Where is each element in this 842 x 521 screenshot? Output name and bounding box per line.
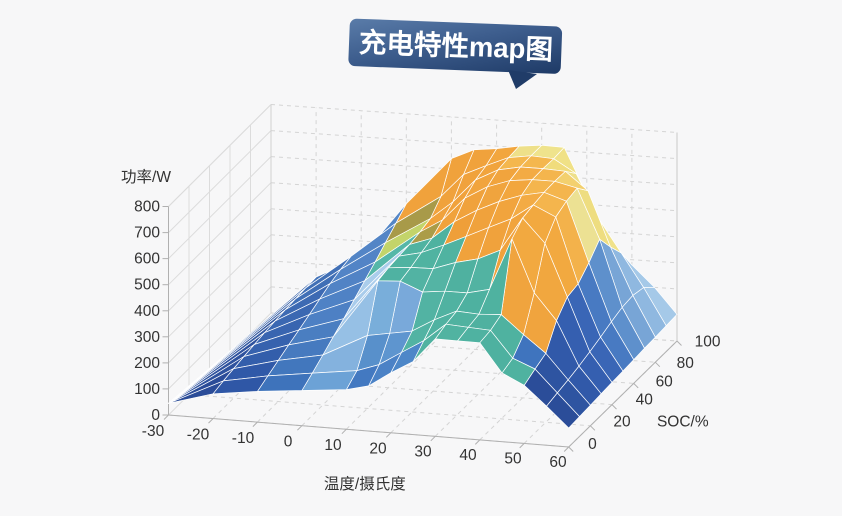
svg-text:80: 80 [677, 355, 695, 372]
svg-text:60: 60 [549, 454, 567, 471]
svg-text:20: 20 [369, 440, 387, 457]
svg-text:40: 40 [636, 392, 654, 409]
svg-text:700: 700 [134, 225, 160, 242]
svg-text:600: 600 [134, 251, 160, 268]
svg-text:SOC/%: SOC/% [657, 414, 709, 431]
svg-text:0: 0 [588, 436, 597, 453]
svg-text:-10: -10 [232, 430, 255, 447]
svg-text:40: 40 [459, 447, 477, 464]
svg-text:10: 10 [324, 437, 342, 454]
svg-text:800: 800 [134, 199, 160, 216]
svg-text:200: 200 [134, 355, 160, 372]
svg-text:300: 300 [134, 329, 160, 346]
svg-text:400: 400 [134, 303, 160, 320]
svg-text:60: 60 [656, 374, 674, 391]
svg-text:100: 100 [695, 334, 721, 351]
svg-text:功率/W: 功率/W [121, 168, 171, 186]
svg-text:0: 0 [151, 407, 160, 424]
svg-text:0: 0 [284, 434, 293, 451]
svg-text:充电特性map图: 充电特性map图 [358, 27, 553, 65]
svg-text:-30: -30 [142, 423, 165, 440]
svg-text:20: 20 [613, 414, 631, 431]
svg-text:500: 500 [134, 277, 160, 294]
svg-text:-20: -20 [187, 427, 210, 444]
svg-text:30: 30 [414, 444, 432, 461]
svg-text:温度/摄氏度: 温度/摄氏度 [324, 475, 406, 493]
svg-text:100: 100 [134, 381, 160, 398]
svg-text:50: 50 [504, 451, 522, 468]
